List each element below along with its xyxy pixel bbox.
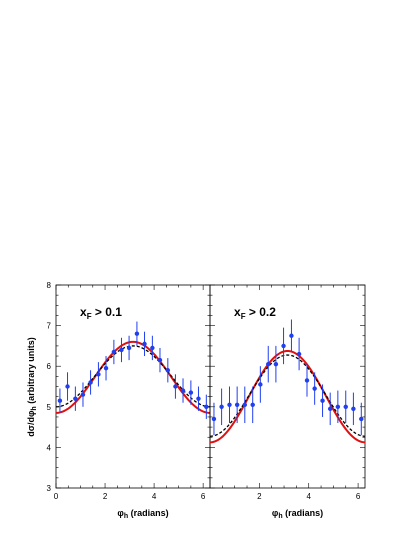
data-point bbox=[188, 390, 194, 395]
data-point bbox=[150, 345, 155, 351]
data-point bbox=[266, 361, 271, 367]
data-point bbox=[57, 398, 63, 403]
fit-curve-solid bbox=[55, 340, 211, 414]
y-tick-label: 6 bbox=[47, 362, 52, 371]
data-point bbox=[134, 331, 140, 336]
x-tick-label: 0 bbox=[54, 492, 59, 501]
y-axis-title-d: dσ/dφ bbox=[26, 410, 36, 437]
panel-label-sub: F bbox=[241, 312, 246, 321]
x-tick-label: 4 bbox=[306, 492, 311, 501]
panel-label: xF > 0.1 bbox=[80, 305, 122, 321]
x-tick-label: 2 bbox=[103, 492, 108, 501]
y-tick-label: 4 bbox=[47, 443, 52, 452]
x-axis-title: φh (radians) bbox=[117, 508, 168, 520]
x-tick-label: 2 bbox=[257, 492, 262, 501]
panel-label-main: x bbox=[80, 305, 87, 319]
data-point bbox=[73, 396, 78, 401]
panel-left: 3 4 5 6 7 8 0 2 4 6 φh (radians) xF > 0.1 bbox=[47, 281, 211, 520]
data-point bbox=[351, 406, 356, 412]
data-point bbox=[335, 404, 341, 409]
data-point bbox=[219, 404, 224, 409]
data-point bbox=[273, 361, 279, 367]
data-point bbox=[96, 372, 101, 377]
data-point bbox=[234, 402, 240, 407]
data-point bbox=[80, 392, 86, 397]
data-point bbox=[142, 341, 147, 347]
data-point bbox=[196, 396, 201, 401]
data-point bbox=[126, 345, 132, 351]
x-axis-title-sub: h bbox=[124, 513, 128, 520]
y-axis-title: dσ/dφh (arbitrary units) bbox=[26, 337, 38, 436]
data-point bbox=[258, 382, 263, 387]
x-tick-label: 6 bbox=[356, 492, 361, 501]
data-point bbox=[242, 402, 248, 407]
data-point bbox=[165, 368, 171, 373]
data-point bbox=[227, 402, 232, 407]
data-point bbox=[88, 380, 93, 385]
y-tick-label: 3 bbox=[47, 484, 52, 493]
panel-label-rest: > 0.2 bbox=[246, 305, 277, 319]
y-tick-label: 5 bbox=[47, 403, 52, 412]
x-tick-label: 4 bbox=[152, 492, 157, 501]
x-tick-label: 6 bbox=[201, 492, 206, 501]
data-point bbox=[304, 378, 310, 383]
x-axis-title-sub: h bbox=[278, 513, 282, 520]
panel-right: 2 4 6 φh (radians) xF > 0.2 bbox=[209, 284, 366, 520]
data-point bbox=[103, 366, 109, 371]
panel-label: xF > 0.2 bbox=[234, 305, 276, 321]
data-point bbox=[343, 404, 348, 409]
data-point bbox=[111, 349, 117, 355]
data-point bbox=[173, 384, 178, 389]
data-point bbox=[289, 333, 294, 338]
data-point bbox=[119, 347, 124, 353]
x-axis-title-rest: (radians) bbox=[283, 508, 324, 518]
data-point bbox=[296, 351, 302, 357]
data-point bbox=[180, 388, 186, 393]
data-point bbox=[359, 416, 364, 422]
x-axis-title-rest: (radians) bbox=[128, 508, 169, 518]
data-point bbox=[211, 416, 217, 422]
data-point bbox=[204, 404, 209, 409]
y-axis-title-sub: h bbox=[31, 406, 38, 410]
data-point bbox=[281, 343, 286, 349]
data-point bbox=[320, 398, 325, 403]
data-point bbox=[157, 357, 163, 363]
x-axis-title-main: φ bbox=[272, 508, 279, 518]
data-point bbox=[312, 386, 317, 391]
x-axis-title: φh (radians) bbox=[272, 508, 323, 520]
data-point bbox=[250, 402, 255, 407]
y-tick-label: 7 bbox=[47, 322, 52, 331]
data-point bbox=[65, 384, 70, 389]
data-point bbox=[327, 406, 333, 412]
y-tick-label: 8 bbox=[47, 281, 52, 290]
panel-label-sub: F bbox=[87, 312, 92, 321]
fit-curve-dashed bbox=[209, 354, 366, 437]
x-axis-title-main: φ bbox=[117, 508, 124, 518]
panel-label-rest: > 0.1 bbox=[92, 305, 123, 319]
fit-curve-solid bbox=[209, 349, 366, 444]
panel-label-main: x bbox=[234, 305, 241, 319]
y-axis-title-rest: (arbitrary units) bbox=[26, 337, 36, 406]
